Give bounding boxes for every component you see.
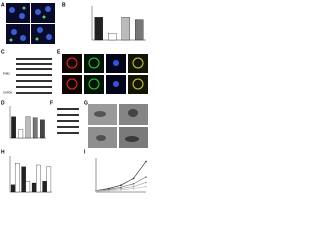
point	[120, 187, 122, 190]
bar	[40, 119, 45, 139]
bar	[94, 17, 103, 41]
blot-label: PHB2	[3, 72, 10, 76]
bar	[25, 181, 31, 193]
point	[132, 177, 135, 180]
bar	[42, 181, 47, 193]
bar	[32, 117, 38, 139]
point	[132, 187, 135, 190]
bar	[121, 17, 130, 41]
blot-label: GAPDH	[3, 91, 12, 95]
bar	[31, 182, 37, 193]
bar	[11, 116, 16, 139]
point	[145, 160, 147, 163]
bar	[15, 163, 20, 193]
point	[145, 181, 147, 184]
panel-label: D	[1, 100, 5, 106]
point	[132, 183, 135, 185]
blot-c	[16, 58, 52, 94]
panel-label: E	[57, 49, 61, 55]
point	[132, 185, 135, 188]
micrographs-e	[62, 54, 148, 94]
bar	[10, 184, 16, 193]
micrographs-g	[88, 104, 148, 148]
panel-label: A	[1, 2, 5, 8]
point	[120, 189, 122, 191]
point	[107, 189, 110, 192]
panel-label: H	[1, 149, 5, 155]
bar	[46, 166, 52, 193]
panel-label: G	[84, 100, 88, 106]
blot-f	[57, 108, 79, 134]
micrographs-a	[6, 3, 55, 44]
bar	[108, 33, 117, 41]
point	[145, 185, 147, 188]
bar	[25, 116, 31, 139]
bar	[36, 164, 41, 193]
figure: PHB2 GAPDH A B C D E F G H I	[1, 2, 148, 193]
panel-label: F	[50, 100, 53, 106]
bar	[18, 129, 24, 139]
point	[95, 190, 97, 193]
point	[120, 186, 122, 189]
panel-label: I	[84, 149, 86, 155]
bar	[135, 19, 144, 41]
point	[120, 184, 122, 186]
point	[145, 176, 147, 178]
panel-label: B	[62, 2, 66, 8]
line-series	[95, 161, 147, 191]
bar	[21, 166, 26, 193]
panel-label: C	[1, 49, 5, 55]
